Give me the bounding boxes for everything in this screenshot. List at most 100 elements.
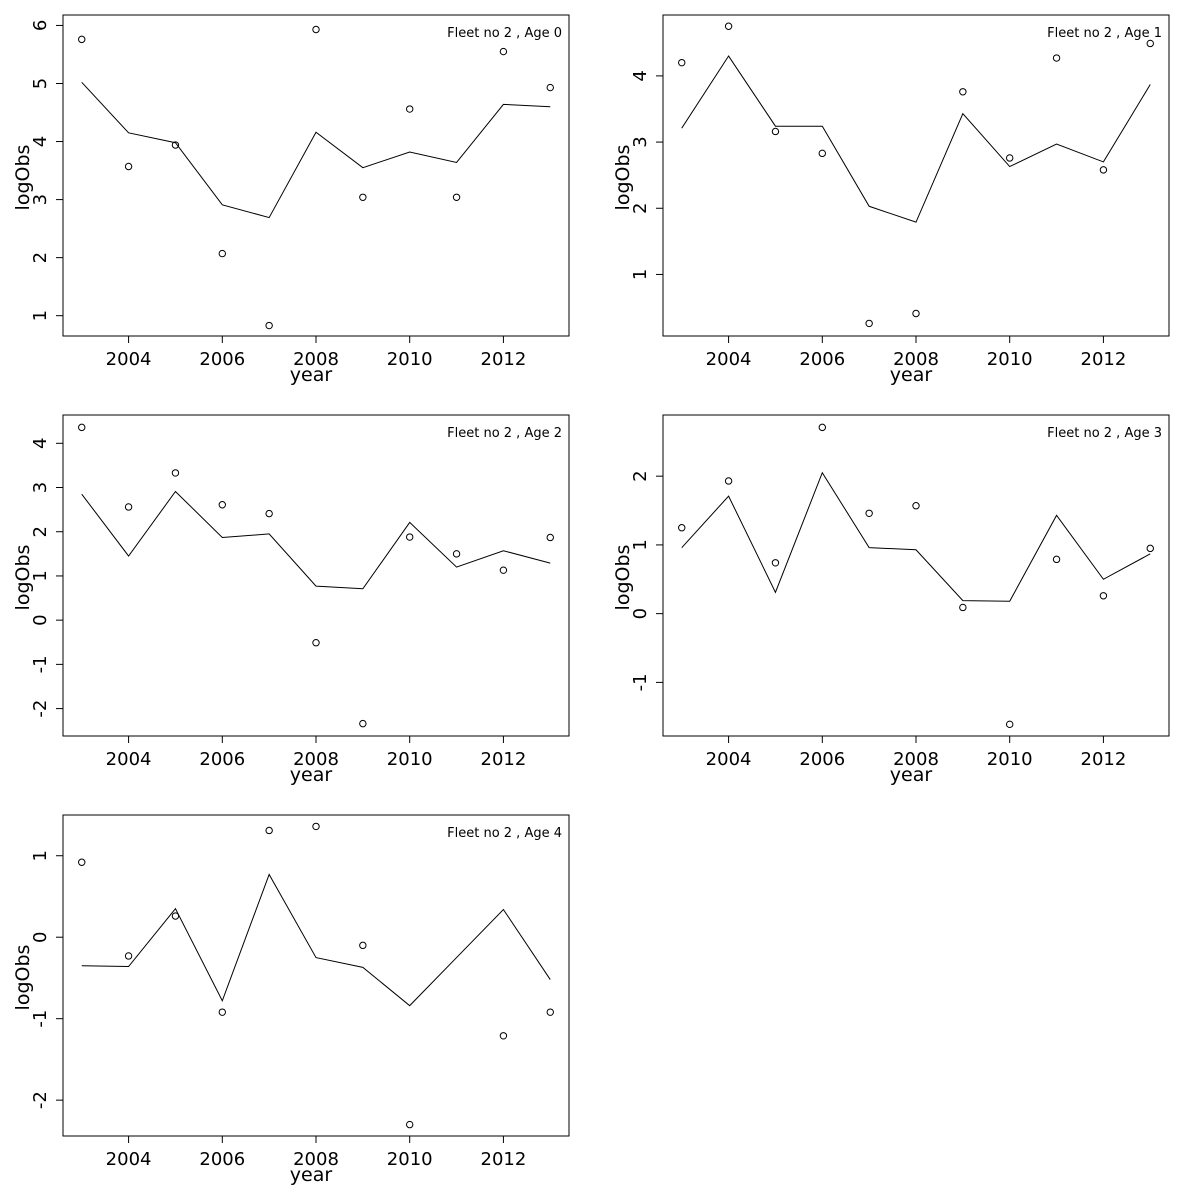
x-tick-label: 2008 [293, 749, 339, 770]
y-tick-label: 3 [30, 482, 51, 493]
observation-point [312, 822, 320, 831]
observation-point [265, 509, 273, 518]
observation-point [78, 423, 86, 432]
observation-point [124, 952, 133, 960]
fitted-line [681, 55, 1151, 223]
x-tick-label: 2004 [106, 1149, 152, 1170]
panel-age-4: Fleet no 2 , Age 4 2004 2006 2008 2010 2012 -2… [12, 814, 570, 1186]
plot-frame [62, 14, 570, 337]
observation-point [1052, 54, 1061, 62]
y-axis-title: logObs [612, 145, 634, 211]
x-tick-label: 2004 [706, 349, 752, 370]
y-tick-label: 2 [30, 526, 51, 537]
x-tick-label: 2012 [481, 349, 527, 370]
x-axis-title: year [890, 364, 933, 386]
panel-title: Fleet no 2 , Age 4 [447, 826, 562, 841]
y-axis-title: logObs [12, 145, 34, 211]
x-tick-label: 2006 [799, 749, 845, 770]
y-tick-label: 1 [630, 269, 651, 280]
y-tick-label: 6 [30, 20, 51, 31]
observation-point [452, 550, 461, 558]
observation-point [124, 503, 133, 511]
observation-point [1052, 555, 1061, 564]
y-tick-label: 3 [630, 136, 651, 147]
x-tick-label: 2008 [293, 1149, 339, 1170]
x-tick-label: 2012 [1081, 349, 1127, 370]
observation-point [499, 566, 508, 574]
x-tick-label: 2010 [387, 749, 433, 770]
y-tick-label: 0 [30, 931, 51, 942]
x-axis-title: year [290, 1164, 333, 1186]
y-tick-label: 4 [30, 136, 51, 147]
observation-point [959, 88, 967, 96]
observation-point [724, 22, 733, 30]
x-tick-label: 2006 [199, 1149, 245, 1170]
observation-point [865, 509, 873, 517]
observation-point [546, 83, 554, 92]
y-tick-label: 2 [630, 470, 651, 481]
observation-point [312, 639, 320, 647]
y-tick-label: -2 [30, 1091, 51, 1109]
observation-point [499, 1032, 508, 1040]
x-tick-label: 2010 [987, 749, 1033, 770]
fitted-line [681, 471, 1151, 602]
x-tick-label: 2010 [987, 349, 1033, 370]
observation-point [359, 941, 367, 950]
y-tick-label: -1 [30, 1010, 51, 1028]
observation-point [265, 321, 273, 330]
y-tick-label: 1 [30, 570, 51, 581]
y-tick-label: -2 [30, 700, 51, 718]
observation-point [124, 162, 133, 171]
y-tick-label: 5 [30, 78, 51, 89]
observation-point [771, 559, 780, 567]
panel-age-0: Fleet no 2 , Age 0 2004 2006 2008 2010 2012 1 2… [12, 14, 570, 386]
x-tick-label: 2010 [387, 1149, 433, 1170]
y-tick-label: 2 [30, 252, 51, 263]
plot-frame [62, 814, 570, 1137]
y-tick-label: 1 [30, 310, 51, 321]
observation-point [771, 127, 780, 136]
fitted-line [81, 873, 551, 1007]
observation-point [818, 149, 826, 158]
observation-point [1006, 154, 1014, 162]
observation-point [359, 719, 367, 728]
observation-point [724, 477, 733, 485]
observation-point [78, 858, 86, 866]
x-axis-title: year [890, 764, 933, 786]
observation-point [265, 826, 273, 835]
y-tick-label: 0 [30, 614, 51, 625]
observation-point [452, 193, 461, 201]
y-tick-label: 2 [630, 203, 651, 214]
panel-age-3: Fleet no 2 , Age 3 2004 2006 2008 2010 2012 -1… [612, 414, 1170, 786]
observation-point [406, 105, 414, 113]
x-tick-label: 2004 [706, 749, 752, 770]
observation-point [865, 319, 873, 328]
observation-point [1146, 544, 1154, 553]
y-tick-label: 0 [630, 608, 651, 619]
observation-point [546, 533, 554, 542]
y-tick-label: 4 [630, 70, 651, 81]
observation-point [1099, 166, 1108, 174]
observation-point [359, 193, 367, 201]
y-tick-label: 1 [30, 850, 51, 861]
x-tick-label: 2006 [199, 749, 245, 770]
plot-frame [662, 14, 1170, 337]
x-axis-title: year [290, 364, 333, 386]
observation-point [546, 1008, 554, 1016]
observation-point [912, 502, 920, 510]
observation-point [78, 35, 86, 44]
y-tick-label: 3 [30, 194, 51, 205]
x-tick-label: 2006 [799, 349, 845, 370]
observation-point [218, 1008, 226, 1016]
observation-point [1099, 592, 1108, 600]
x-tick-label: 2012 [481, 749, 527, 770]
x-tick-label: 2008 [893, 349, 939, 370]
x-tick-label: 2006 [199, 349, 245, 370]
observation-point [312, 25, 320, 34]
x-tick-label: 2008 [293, 349, 339, 370]
panel-age-2: Fleet no 2 , Age 2 2004 2006 2008 2010 2012 -2… [12, 414, 570, 786]
fitted-line [81, 81, 551, 219]
plot-frame [62, 414, 570, 737]
observation-point [818, 423, 826, 432]
